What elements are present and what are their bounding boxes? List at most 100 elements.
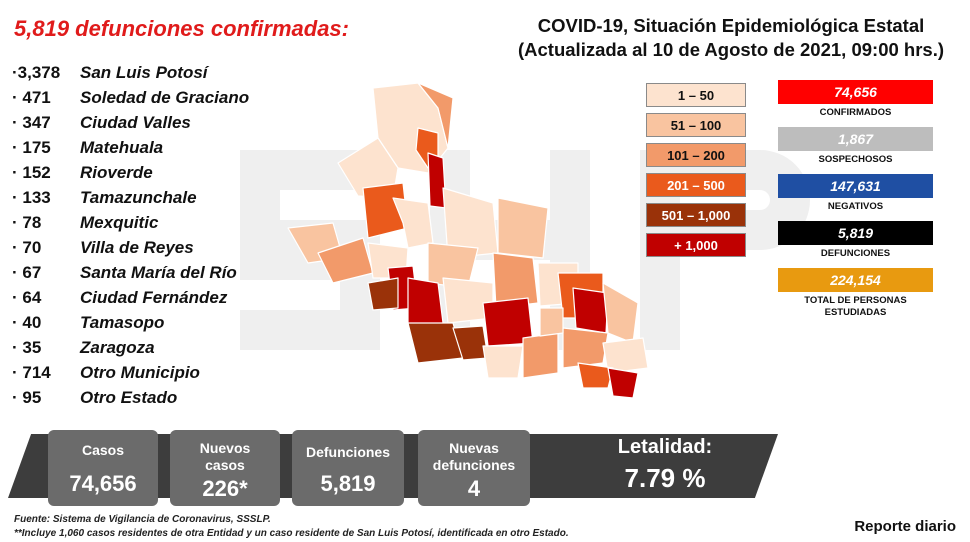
- legend-label: + 1,000: [674, 237, 718, 253]
- municipality-name: Soledad de Graciano: [80, 87, 250, 107]
- state-choropleth-map: [287, 82, 649, 399]
- stat-label: DEFUNCIONES: [820, 248, 891, 259]
- card-value: 5,819: [320, 471, 376, 496]
- stat-confirmed: 74,656 CONFIRMADOS: [778, 80, 933, 119]
- municipality-name: Rioverde: [80, 162, 153, 182]
- stat-value-box: 224,154: [778, 268, 933, 292]
- municipality-name: Otro Municipio: [80, 362, 200, 382]
- title-line-2: (Actualizada al 10 de Agosto de 2021, 09…: [518, 39, 944, 60]
- stats-panel: 74,656 CONFIRMADOS 1,867 SOSPECHOSOS 147…: [778, 80, 933, 327]
- deaths-count: ·3,378: [12, 62, 61, 82]
- deaths-count: · 64: [12, 287, 42, 307]
- map-region: [392, 197, 434, 249]
- legend-label: 51 – 100: [670, 117, 722, 133]
- card-new-cases: Nuevos casos 226*: [170, 430, 280, 506]
- map-region: [417, 82, 454, 149]
- card-label: Nuevos casos: [199, 440, 251, 473]
- list-item: ·3,378 San Luis Potosí: [12, 60, 249, 85]
- deaths-count: · 152: [12, 162, 51, 182]
- deaths-count: · 714: [12, 362, 51, 382]
- stat-value-box: 147,631: [778, 174, 933, 198]
- card-new-deaths: Nuevas defunciones 4: [418, 430, 530, 506]
- legend-label: 1 – 50: [677, 87, 715, 103]
- municipality-name: Ciudad Valles: [80, 112, 191, 132]
- card-label: Casos: [81, 442, 125, 458]
- deaths-count: · 70: [12, 237, 42, 257]
- stat-label: TOTAL DE PERSONAS ESTUDIADAS: [804, 295, 907, 318]
- stat-value-box: 74,656: [778, 80, 933, 104]
- stat-label: SOSPECHOSOS: [818, 154, 893, 165]
- card-label: Defunciones: [305, 444, 390, 460]
- map-region: [337, 137, 399, 199]
- deaths-count: · 471: [12, 87, 51, 107]
- stat-total-studied: 224,154 TOTAL DE PERSONAS ESTUDIADAS: [778, 268, 933, 319]
- stat-value-box: 5,819: [778, 221, 933, 245]
- daily-report-label: Reporte diario: [854, 518, 956, 535]
- map-region: [407, 277, 444, 327]
- stat-value-box: 1,867: [778, 127, 933, 151]
- municipality-name: Tamazunchale: [80, 187, 197, 207]
- card-deaths: Defunciones 5,819: [292, 430, 404, 506]
- deaths-count: · 67: [12, 262, 42, 282]
- stat-label: NEGATIVOS: [827, 201, 884, 212]
- report-title: COVID-19, Situación Epidemiológica Estat…: [518, 14, 944, 62]
- list-item: · 175 Matehuala: [12, 135, 249, 160]
- stat-label: CONFIRMADOS: [819, 107, 892, 118]
- map-region: [562, 327, 609, 369]
- legend-item: + 1,000: [646, 233, 746, 257]
- legend-item: 1 – 50: [646, 83, 746, 107]
- deaths-count: · 133: [12, 187, 51, 207]
- map-region: [497, 197, 549, 259]
- municipality-name: Matehuala: [80, 137, 164, 157]
- letality-label: Letalidad:: [617, 436, 713, 458]
- municipality-name: Villa de Reyes: [80, 237, 194, 257]
- map-region: [602, 337, 649, 374]
- stat-suspected: 1,867 SOSPECHOSOS: [778, 127, 933, 166]
- card-value: 74,656: [69, 471, 137, 496]
- municipality-name: Otro Estado: [80, 387, 178, 407]
- legend-item: 201 – 500: [646, 173, 746, 197]
- color-legend: 1 – 50 51 – 100 101 – 200 201 – 500 501 …: [646, 83, 746, 263]
- title-line-1: COVID-19, Situación Epidemiológica Estat…: [537, 15, 925, 36]
- list-item: · 70 Villa de Reyes: [12, 235, 249, 260]
- legend-item: 501 – 1,000: [646, 203, 746, 227]
- map-region: [607, 367, 639, 399]
- list-item: · 95 Otro Estado: [12, 385, 249, 410]
- deaths-count: · 40: [12, 312, 42, 332]
- card-label: Nuevas defunciones: [432, 440, 516, 473]
- card-value: 226*: [202, 476, 248, 501]
- deaths-count: · 95: [12, 387, 42, 407]
- source-note: Fuente: Sistema de Vigilancia de Coronav…: [14, 514, 271, 525]
- list-item: · 133 Tamazunchale: [12, 185, 249, 210]
- municipality-name: Santa María del Río: [80, 262, 237, 282]
- card-value: 4: [467, 476, 481, 501]
- stat-deaths: 5,819 DEFUNCIONES: [778, 221, 933, 260]
- legend-item: 101 – 200: [646, 143, 746, 167]
- summary-banner: Casos 74,656 Nuevos casos 226* Defuncion…: [0, 430, 970, 510]
- list-item: · 78 Mexquitic: [12, 210, 249, 235]
- deaths-count: · 78: [12, 212, 42, 232]
- list-item: · 40 Tamasopo: [12, 310, 249, 335]
- map-region: [572, 287, 609, 334]
- stat-negative: 147,631 NEGATIVOS: [778, 174, 933, 213]
- list-item: · 471 Soledad de Graciano: [12, 85, 249, 110]
- municipality-name: Tamasopo: [80, 312, 165, 332]
- footnote: **Incluye 1,060 casos residentes de otra…: [14, 528, 569, 539]
- letality-value: 7.79 %: [624, 463, 706, 493]
- deaths-by-municipality-list: ·3,378 San Luis Potosí · 471 Soledad de Gr…: [12, 60, 249, 410]
- map-region: [522, 332, 559, 379]
- map-region: [367, 277, 399, 311]
- map-region: [492, 252, 539, 309]
- list-item: · 347 Ciudad Valles: [12, 110, 249, 135]
- deaths-count: · 175: [12, 137, 51, 157]
- legend-item: 51 – 100: [646, 113, 746, 137]
- legend-label: 501 – 1,000: [661, 207, 731, 223]
- headline-confirmed-deaths: 5,819 defunciones confirmadas:: [14, 16, 349, 41]
- list-item: · 152 Rioverde: [12, 160, 249, 185]
- municipality-name: San Luis Potosí: [80, 62, 208, 82]
- list-item: · 35 Zaragoza: [12, 335, 249, 360]
- deaths-count: · 35: [12, 337, 42, 357]
- list-item: · 64 Ciudad Fernández: [12, 285, 249, 310]
- list-item: · 67 Santa María del Río: [12, 260, 249, 285]
- map-region: [577, 362, 614, 389]
